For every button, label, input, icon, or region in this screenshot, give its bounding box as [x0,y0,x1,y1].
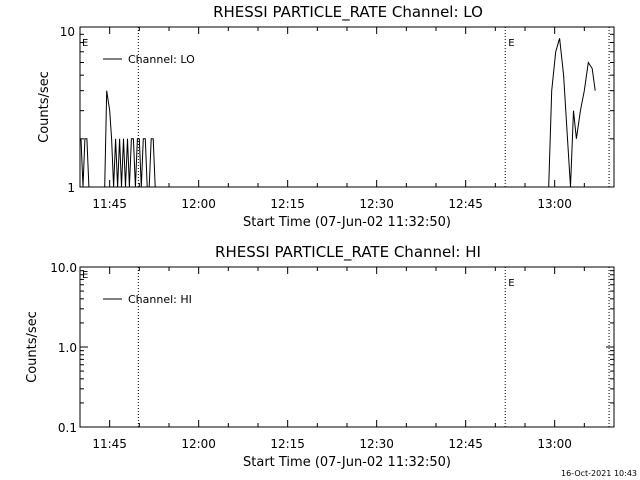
y-tick-label-hi-0-1: 0.1 [58,421,77,435]
x-tick-label: 11:45 [92,437,127,451]
legend-label-lo: Channel: LO [128,53,195,66]
x-ticks-lo: 11:45 12:00 12:15 12:30 12:45 13:00 [79,27,615,211]
event-markers-lo: E [137,27,610,187]
event-marker-label: E [508,278,514,289]
y-minor-ticks-lo [80,33,614,188]
x-tick-label: 12:30 [359,197,394,211]
panel-hi: RHESSI PARTICLE_RATE Channel: HI Counts/… [25,243,615,470]
legend-label-hi: Channel: HI [128,293,192,306]
y-axis-label-lo: Counts/sec [37,71,52,143]
x-tick-label: 12:15 [270,437,305,451]
x-tick-label: 12:45 [448,197,483,211]
y-axis-label-hi: Counts/sec [25,311,40,383]
y-tick-label-hi-10: 10.0 [50,261,77,275]
plot-frame-hi [79,266,615,428]
plot-frame-lo [79,26,615,188]
x-ticks-hi: 11:45 12:00 12:15 12:30 12:45 13:00 [79,267,615,451]
x-tick-label: 12:30 [359,437,394,451]
x-tick-label: 13:00 [537,197,572,211]
generation-timestamp: 16-Oct-2021 10:43 [561,469,637,478]
series-line-lo [80,38,596,188]
x-tick-label: 12:00 [181,437,216,451]
y-tick-label-hi-1: 1.0 [58,341,77,355]
panel-lo: RHESSI PARTICLE_RATE Channel: LO Counts/… [37,3,615,230]
y-minor-ticks-hi [80,270,614,428]
corner-marker-lo: E [82,38,88,49]
x-axis-label-lo: Start Time (07-Jun-02 11:32:50) [243,215,451,230]
y-tick-label-lo-10: 10 [60,25,75,39]
x-tick-label: 12:45 [448,437,483,451]
x-tick-label: 12:15 [270,197,305,211]
x-axis-label-hi: Start Time (07-Jun-02 11:32:50) [243,455,451,470]
corner-marker-hi: E [82,270,88,281]
y-tick-label-lo-1: 1 [67,181,75,195]
x-tick-label: 12:00 [181,197,216,211]
event-marker-label: E [508,38,514,49]
event-markers-hi: E [137,267,610,427]
x-tick-label: 13:00 [537,437,572,451]
x-tick-label: 11:45 [92,197,127,211]
chart-title-lo: RHESSI PARTICLE_RATE Channel: LO [213,3,483,22]
chart-title-hi: RHESSI PARTICLE_RATE Channel: HI [215,243,481,262]
